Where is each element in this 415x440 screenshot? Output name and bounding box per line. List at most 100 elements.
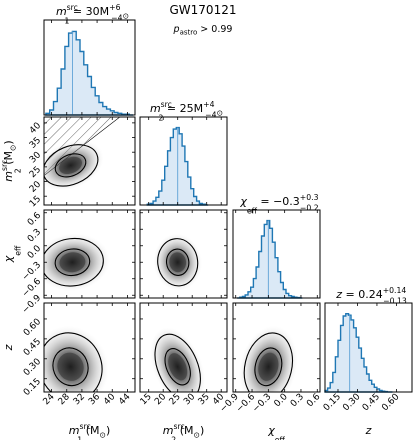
y-axis-label-m2: msrc 2 (M⊙)	[0, 140, 22, 181]
joint-frame	[232, 302, 321, 393]
x-axis-label-m2-sup: src	[173, 422, 184, 431]
contour-50	[54, 153, 87, 178]
x-tick-label-m1: 28	[57, 392, 72, 407]
x-axis-label-chi_eff-prefix: χ	[267, 424, 275, 437]
x-tick-label-m1: 32	[72, 392, 87, 407]
hist-step-z	[324, 313, 393, 393]
y-tick-label-m2: 40	[28, 121, 43, 136]
panel-title-m1-unit: M	[100, 5, 110, 18]
density-shading	[150, 327, 206, 392]
x-axis-label-m2-prefix: m	[163, 424, 174, 437]
x-axis-label-m1-prefix: m	[69, 424, 80, 437]
x-tick-label-m2: 30	[182, 392, 197, 407]
contour-50	[52, 347, 89, 387]
panel-title-chi_eff-value: = −0.3	[257, 195, 300, 208]
hist-panel-z: z = 0.24+0.14 −0.13	[324, 286, 413, 393]
panel-title-m1-prefix: m	[56, 5, 67, 18]
panel-title-z-plus: +0.14	[383, 286, 407, 295]
contour-50	[165, 248, 190, 276]
x-tick-label-m1: 44	[117, 392, 132, 407]
p-astro-sub: astro	[180, 29, 198, 37]
panel-title-m2-prefix: m	[150, 102, 161, 115]
hist-panel-m2: msrc 2 = 25M+4 −4⊙	[139, 100, 228, 206]
density-core	[258, 352, 279, 381]
hist-step-m1	[45, 30, 134, 116]
panel-title-m2-minus: −4	[205, 111, 216, 120]
y-axis-label-chi_eff-prefix: χ	[2, 255, 15, 263]
hist-step-chi_eff	[237, 219, 303, 299]
contour-90	[157, 238, 199, 287]
x-axis-label-m1-sub: 1	[77, 435, 82, 440]
y-axis-label-m2-sup: src	[0, 160, 9, 171]
contour-50	[254, 347, 283, 387]
joint-frame	[139, 209, 228, 299]
y-axis-label-z-prefix: z	[2, 344, 15, 351]
y-axis-label-m2-sub: 2	[13, 168, 22, 173]
p-astro-base: p	[173, 24, 180, 35]
y-tick-label-m2: 30	[28, 150, 43, 165]
panel-title-z-prefix: z	[335, 288, 342, 301]
density-core	[57, 352, 84, 381]
y-tick-label-m2: 35	[28, 136, 43, 151]
contour-90	[44, 332, 103, 392]
x-tick-label-chi_eff: 0.0	[273, 392, 290, 409]
p-astro-label: pastro > 0.99	[173, 24, 233, 37]
contour-50	[164, 348, 191, 386]
x-axis-label-m2: msrc 2 (M⊙)	[163, 422, 204, 440]
hist-fill-m1	[45, 31, 134, 115]
y-axis-label-m2-unit-sub: ⊙	[8, 145, 17, 151]
hist-frame-chi_eff	[232, 209, 321, 299]
y-tick-label-z: 0.45	[22, 337, 43, 358]
y-axis-label-m2-unit: (M	[2, 151, 15, 168]
density-shading	[153, 233, 202, 291]
joint-panel-m1-z	[43, 302, 136, 393]
hist-frame-z	[324, 302, 413, 393]
y-tick-label-z: 0.15	[22, 377, 43, 398]
y-tick-label-m2: 20	[28, 179, 43, 194]
contour-50	[54, 248, 91, 277]
event-name: GW170121	[170, 3, 237, 17]
y-tick-label-z: 0.30	[22, 357, 43, 378]
panel-title-chi_eff: χeff = −0.3+0.3−0.2	[239, 193, 318, 215]
panel-title-chi_eff-minus: −0.2	[300, 204, 319, 213]
x-axis-label-z: z	[365, 424, 372, 437]
x-axis-label-chi_eff: χeff	[267, 424, 285, 440]
x-tick-label-chi_eff: 0.6	[305, 392, 322, 409]
x-tick-label-z: 0.30	[341, 392, 362, 413]
x-tick-label-m1: 36	[87, 392, 102, 407]
panel-title-z-value: = 0.24	[342, 288, 383, 301]
y-axis-z: 0.150.300.450.60 z	[2, 317, 43, 398]
density-core	[59, 156, 82, 175]
joint-panel-m1-chi_eff	[43, 209, 136, 299]
panel-title-m2-unit: M	[194, 102, 204, 115]
panel-title-z: z = 0.24+0.14 −0.13	[335, 286, 407, 305]
x-axis-label-m1-sup: src	[79, 422, 90, 431]
x-axis-label-m2-unit-sub: ⊙	[193, 430, 199, 439]
y-tick-label-chi_eff: −0.3	[21, 260, 44, 283]
joint-panel-m1-m2	[43, 116, 136, 206]
x-axis-label-m2-sub: 2	[171, 435, 176, 440]
panel-title-chi_eff-prefix: χ	[239, 195, 247, 208]
x-axis-label-m2-unit: (M	[176, 424, 193, 437]
y-axis-label-chi_eff: χeff	[2, 245, 22, 263]
x-tick-label-z: 0.45	[361, 392, 382, 413]
panel-title-m1-sup: src	[67, 3, 78, 12]
x-axis-label-m1-unit-close: )	[106, 424, 110, 437]
panel-title-m2-sup: src	[161, 100, 172, 109]
density-core	[168, 353, 188, 381]
density-shading	[44, 233, 110, 291]
joint-frame	[43, 302, 136, 393]
joint-panel-m2-chi_eff	[139, 209, 228, 299]
x-axis-z: 0.150.300.450.60 z	[322, 392, 402, 437]
panel-title-m2: msrc 2 = 25M+4 −4⊙	[150, 100, 223, 122]
x-tick-label-m2: 15	[139, 392, 154, 407]
contour-90	[243, 332, 294, 392]
y-tick-label-chi_eff: 0.3	[26, 227, 43, 244]
joint-panel-m2-z	[139, 302, 228, 393]
p-astro-rest: > 0.99	[197, 24, 232, 35]
